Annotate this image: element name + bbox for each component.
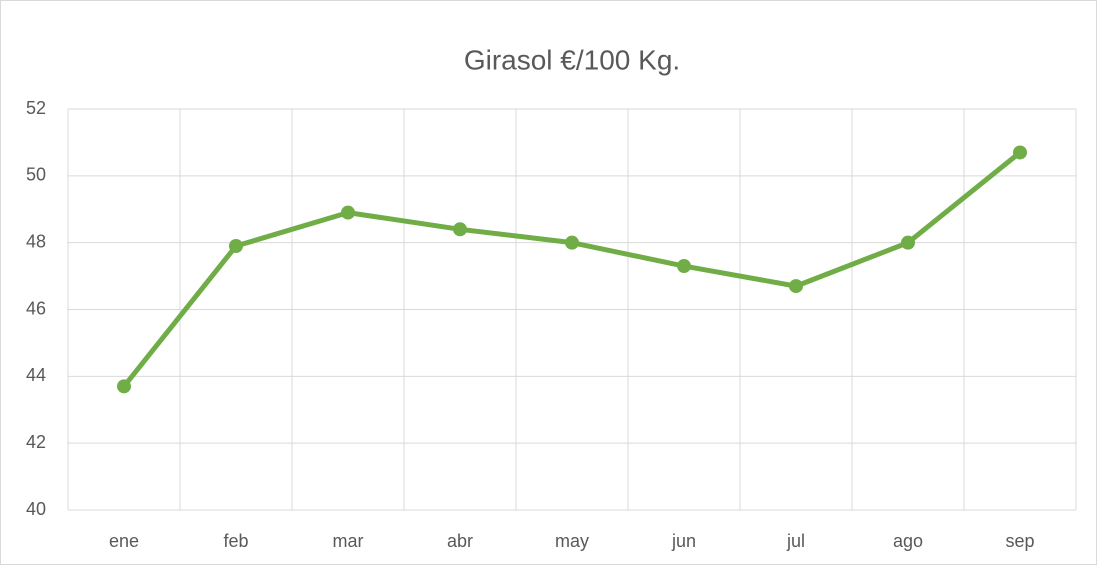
- x-tick-label: feb: [223, 531, 248, 551]
- point: [117, 379, 131, 394]
- x-tick-label: jul: [786, 531, 805, 551]
- y-tick-label: 42: [26, 432, 46, 452]
- x-tick-label: mar: [333, 531, 364, 551]
- x-tick-label: sep: [1005, 531, 1034, 551]
- point: [1013, 145, 1027, 160]
- x-tick-label: ene: [109, 531, 139, 551]
- point: [453, 222, 467, 237]
- y-tick-label: 46: [26, 298, 46, 318]
- chart-title: Girasol €/100 Kg.: [464, 44, 680, 75]
- point: [229, 239, 243, 254]
- y-tick-label: 40: [26, 499, 46, 519]
- point: [341, 205, 355, 220]
- point: [789, 279, 803, 294]
- x-tick-label: abr: [447, 531, 473, 551]
- x-tick-label: jun: [671, 531, 696, 551]
- point: [677, 259, 691, 274]
- y-tick-label: 48: [26, 231, 46, 251]
- x-tick-label: may: [555, 531, 589, 551]
- point: [901, 235, 915, 250]
- point: [565, 235, 579, 250]
- y-tick-label: 44: [26, 365, 46, 385]
- y-tick-label: 52: [26, 98, 46, 118]
- x-tick-label: ago: [893, 531, 923, 551]
- y-tick-label: 50: [26, 165, 46, 185]
